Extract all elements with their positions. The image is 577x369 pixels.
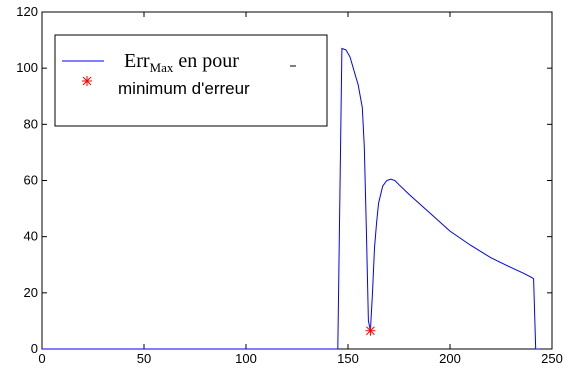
axis-ticks: 0 50 100 150 200 250 0 20 40 60 80 100 120 [16, 4, 563, 366]
data-layer [42, 47, 540, 350]
series-line-err-max [42, 47, 540, 350]
legend: ErrMax en pour minimum d'erreur [54, 34, 328, 127]
legend-box [54, 34, 328, 127]
y-tick-label: 60 [24, 173, 38, 188]
y-tick-label: 40 [24, 229, 38, 244]
y-tick-label: 120 [16, 4, 38, 19]
legend-line-label-sub: Max [150, 60, 174, 75]
legend-marker-swatch [82, 76, 92, 86]
x-tick-label: 100 [235, 351, 257, 366]
y-tick-label: 80 [24, 116, 38, 131]
y-tick-label: 0 [31, 341, 38, 356]
y-tick-label: 100 [16, 60, 38, 75]
legend-line-label-main: Err [124, 50, 150, 72]
x-tick-label: 0 [38, 351, 45, 366]
legend-line-label: ErrMax en pour [124, 50, 239, 75]
x-tick-label: 50 [137, 351, 151, 366]
legend-line-label-rest: en pour [173, 50, 239, 72]
x-tick-label: 200 [439, 351, 461, 366]
x-tick-label: 250 [541, 351, 563, 366]
y-tick-label: 20 [24, 285, 38, 300]
legend-marker-label: minimum d'erreur [118, 79, 250, 98]
minimum-marker [365, 325, 376, 336]
x-tick-label: 150 [337, 351, 359, 366]
